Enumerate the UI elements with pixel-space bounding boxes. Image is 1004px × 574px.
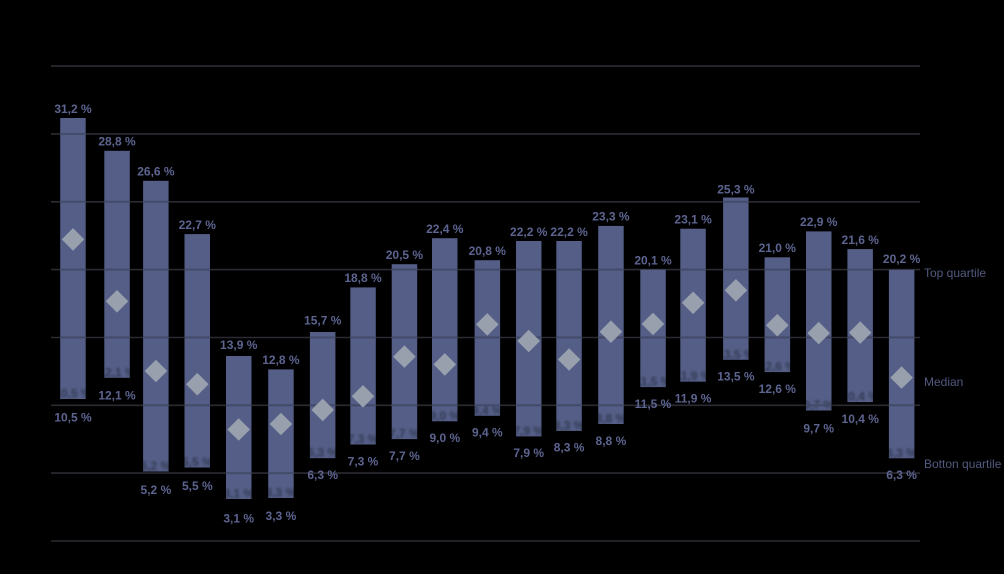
svg-text:12,8 %: 12,8 %	[262, 353, 300, 367]
svg-text:Top quartile: Top quartile	[924, 266, 986, 280]
svg-text:3,3 %: 3,3 %	[266, 486, 297, 500]
svg-text:13,5 %: 13,5 %	[717, 370, 755, 384]
svg-text:7,9 %: 7,9 %	[513, 424, 544, 438]
svg-text:6,3 %: 6,3 %	[886, 468, 917, 482]
svg-text:22,7 %: 22,7 %	[179, 218, 217, 232]
svg-text:9,7 %: 9,7 %	[803, 422, 834, 436]
svg-text:20,5 %: 20,5 %	[386, 248, 424, 262]
svg-text:31,2 %: 31,2 %	[54, 102, 92, 116]
svg-text:9,0 %: 9,0 %	[429, 409, 460, 423]
svg-text:26,6 %: 26,6 %	[137, 165, 175, 179]
svg-text:10,5 %: 10,5 %	[54, 411, 92, 425]
svg-text:7,3 %: 7,3 %	[348, 432, 379, 446]
svg-text:12,6 %: 12,6 %	[759, 360, 797, 374]
svg-text:7,9 %: 7,9 %	[513, 446, 544, 460]
svg-text:7,3 %: 7,3 %	[348, 454, 379, 468]
svg-text:8,3 %: 8,3 %	[554, 418, 585, 432]
svg-text:10,5 %: 10,5 %	[54, 387, 92, 401]
svg-text:9,0 %: 9,0 %	[429, 431, 460, 445]
svg-text:12,1 %: 12,1 %	[98, 389, 136, 403]
svg-text:20,2 %: 20,2 %	[883, 252, 921, 266]
svg-text:3,3 %: 3,3 %	[266, 509, 297, 523]
svg-text:7,7 %: 7,7 %	[389, 449, 420, 463]
svg-text:7,7 %: 7,7 %	[389, 427, 420, 441]
svg-text:21,0 %: 21,0 %	[759, 241, 797, 255]
svg-text:6,3 %: 6,3 %	[307, 446, 338, 460]
svg-text:10,4 %: 10,4 %	[842, 412, 880, 426]
svg-text:20,8 %: 20,8 %	[469, 244, 507, 258]
svg-text:13,5 %: 13,5 %	[717, 347, 755, 361]
svg-text:25,3 %: 25,3 %	[717, 182, 755, 196]
svg-text:Botton quartile: Botton quartile	[924, 457, 1002, 471]
svg-text:21,6 %: 21,6 %	[842, 233, 880, 247]
svg-text:23,3 %: 23,3 %	[592, 210, 630, 224]
svg-text:23,1 %: 23,1 %	[674, 213, 712, 227]
svg-text:11,5 %: 11,5 %	[635, 375, 672, 389]
svg-text:8,8 %: 8,8 %	[596, 412, 627, 426]
svg-text:20,1 %: 20,1 %	[634, 253, 672, 267]
svg-text:3,1 %: 3,1 %	[223, 487, 254, 501]
svg-text:13,9 %: 13,9 %	[220, 338, 258, 352]
svg-text:Median: Median	[924, 375, 963, 389]
svg-text:12,1 %: 12,1 %	[98, 365, 136, 379]
svg-text:8,3 %: 8,3 %	[554, 441, 585, 455]
svg-text:6,3 %: 6,3 %	[307, 468, 338, 482]
svg-text:5,5 %: 5,5 %	[182, 455, 213, 469]
svg-text:9,4 %: 9,4 %	[472, 426, 503, 440]
svg-text:5,2 %: 5,2 %	[141, 483, 172, 497]
svg-text:22,2 %: 22,2 %	[550, 225, 588, 239]
svg-text:6,3 %: 6,3 %	[886, 446, 917, 460]
svg-text:28,8 %: 28,8 %	[98, 135, 136, 149]
svg-text:22,9 %: 22,9 %	[800, 215, 838, 229]
svg-text:10,4 %: 10,4 %	[842, 390, 880, 404]
svg-text:22,4 %: 22,4 %	[426, 222, 464, 236]
svg-text:9,4 %: 9,4 %	[472, 403, 503, 417]
svg-text:15,7 %: 15,7 %	[304, 314, 342, 328]
svg-text:11,9 %: 11,9 %	[675, 392, 712, 406]
svg-text:5,2 %: 5,2 %	[141, 459, 172, 473]
svg-text:11,9 %: 11,9 %	[675, 369, 712, 383]
svg-text:5,5 %: 5,5 %	[182, 479, 213, 493]
svg-text:3,1 %: 3,1 %	[223, 512, 254, 526]
svg-text:12,6 %: 12,6 %	[759, 382, 797, 396]
svg-text:22,2 %: 22,2 %	[510, 225, 548, 239]
svg-text:8,8 %: 8,8 %	[596, 434, 627, 448]
svg-text:18,8 %: 18,8 %	[344, 271, 382, 285]
svg-text:11,5 %: 11,5 %	[635, 397, 672, 411]
